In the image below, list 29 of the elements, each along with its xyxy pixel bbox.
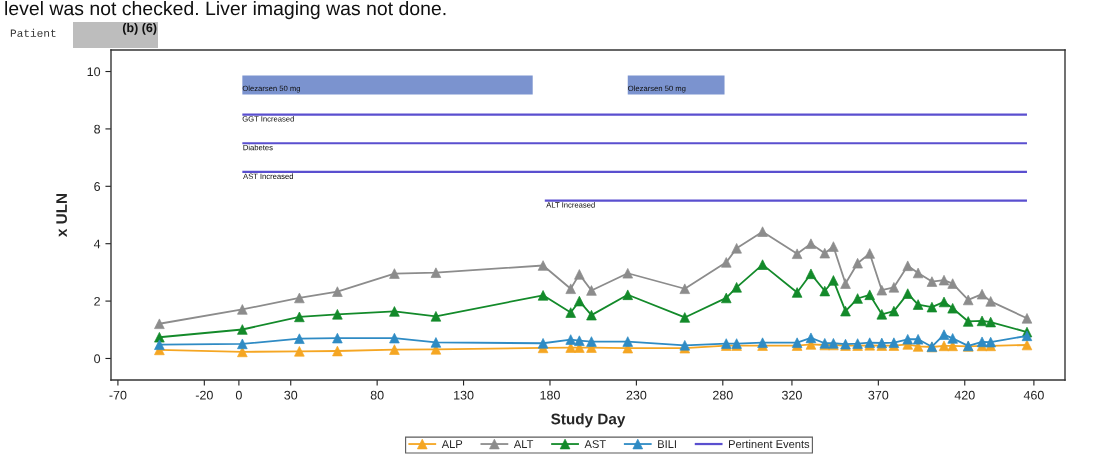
legend-label: AST — [584, 440, 606, 449]
chart-subtitle: (b) (6) — [122, 23, 157, 35]
x-tick-label: 320 — [781, 390, 802, 400]
x-tick-label: -20 — [195, 390, 213, 400]
legend-label: Pertinent Events — [729, 439, 810, 449]
x-axis-title: Study Day — [551, 413, 626, 428]
y-axis-title: x ULN — [56, 193, 67, 237]
y-tick-label: 6 — [94, 182, 101, 191]
y-tick-label: 4 — [93, 239, 101, 249]
x-tick-label: 0 — [235, 390, 242, 400]
x-tick-label: 460 — [1023, 390, 1044, 400]
y-tick-label: 10 — [87, 67, 101, 77]
chart-title: Patient — [10, 28, 56, 37]
legend-label: BILI — [658, 440, 676, 448]
x-tick-label: -70 — [109, 390, 127, 400]
x-tick-label: 370 — [868, 390, 889, 400]
legend-label: ALP — [441, 440, 463, 448]
x-tick-label: 420 — [954, 390, 975, 400]
x-tick-label: 130 — [454, 390, 474, 400]
text: level was not checked. Liver imaging was not done. — [5, 1, 446, 20]
y-tick-label: 2 — [94, 296, 100, 306]
y-tick-label: 8 — [94, 124, 101, 134]
x-tick-label: 30 — [284, 390, 298, 400]
x-tick-label: 230 — [626, 390, 647, 400]
x-tick-label: 80 — [370, 390, 384, 400]
y-tick-label: 0 — [94, 354, 101, 364]
x-tick-label: 180 — [540, 390, 560, 400]
legend-label: ALT — [513, 440, 534, 448]
x-tick-label: 280 — [713, 390, 733, 400]
